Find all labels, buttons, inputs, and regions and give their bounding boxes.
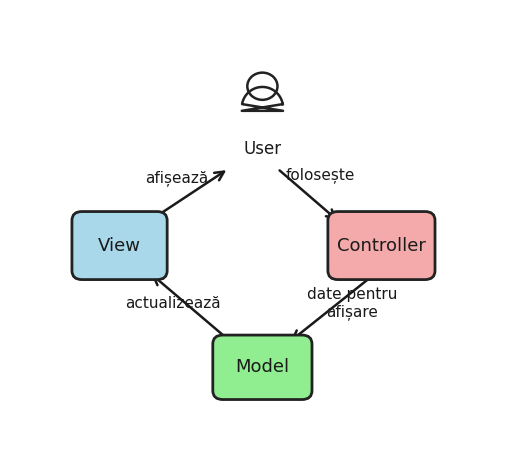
Text: folosește: folosește: [285, 167, 355, 183]
Text: afișează: afișează: [145, 171, 209, 186]
FancyBboxPatch shape: [213, 335, 312, 399]
Text: User: User: [243, 140, 282, 158]
Text: Model: Model: [236, 359, 289, 376]
Text: actualizează: actualizează: [125, 296, 221, 311]
FancyBboxPatch shape: [72, 212, 167, 279]
Text: View: View: [98, 237, 141, 254]
FancyBboxPatch shape: [328, 212, 435, 279]
Text: Controller: Controller: [337, 237, 426, 254]
Text: date pentru
afișare: date pentru afișare: [307, 287, 397, 320]
